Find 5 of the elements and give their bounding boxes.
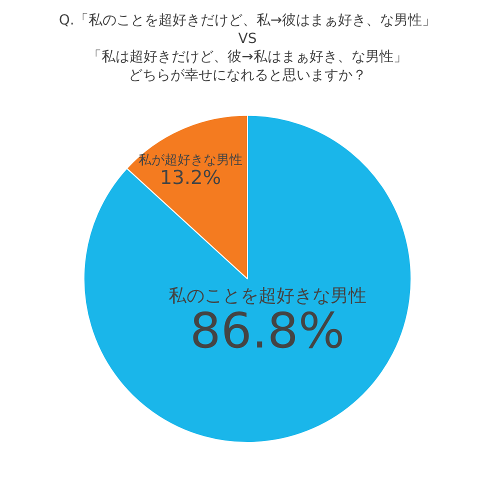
chart-subtitle: どちらが幸せになれると思いますか？ <box>128 67 366 84</box>
slice-label: 私が超好きな男性 <box>138 152 242 168</box>
chart-title: Q.「私のことを超好きだけど、私→彼はまぁ好き、な男性」 VS 「私は超好きだけど、彼→私はまぁ好き、な男性」 <box>58 12 436 66</box>
slice-label: 私のことを超好きな男性 <box>168 286 366 307</box>
data-label: 13.2% <box>160 166 222 189</box>
